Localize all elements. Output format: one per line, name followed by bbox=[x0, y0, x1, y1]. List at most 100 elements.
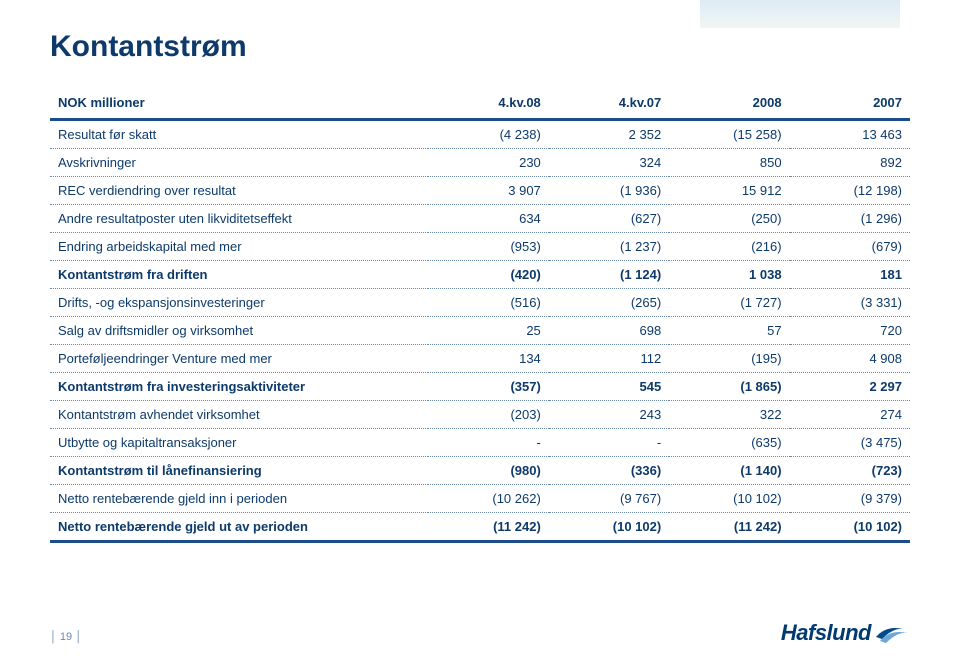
cell-value: (10 262) bbox=[428, 485, 548, 513]
table-row: Kontantstrøm avhendet virksomhet(203)243… bbox=[50, 401, 910, 429]
table-row: REC verdiendring over resultat3 907(1 93… bbox=[50, 177, 910, 205]
cell-value: (203) bbox=[428, 401, 548, 429]
cell-value: (9 379) bbox=[790, 485, 910, 513]
cell-value: (1 865) bbox=[669, 373, 789, 401]
cell-value: 112 bbox=[549, 345, 669, 373]
cell-value: (1 140) bbox=[669, 457, 789, 485]
table-row: Resultat før skatt(4 238)2 352(15 258)13… bbox=[50, 120, 910, 149]
cell-value: 2 297 bbox=[790, 373, 910, 401]
cell-value: (953) bbox=[428, 233, 548, 261]
slide: Kontantstrøm NOK millioner 4.kv.08 4.kv.… bbox=[0, 0, 960, 661]
cell-value: (10 102) bbox=[790, 513, 910, 542]
cell-value: (336) bbox=[549, 457, 669, 485]
table-row: Avskrivninger230324850892 bbox=[50, 149, 910, 177]
cell-value: (12 198) bbox=[790, 177, 910, 205]
cell-label: REC verdiendring over resultat bbox=[50, 177, 428, 205]
table-row: Andre resultatposter uten likviditetseff… bbox=[50, 205, 910, 233]
col-header-2008: 2008 bbox=[669, 89, 789, 120]
cell-value: 324 bbox=[549, 149, 669, 177]
cell-label: Endring arbeidskapital med mer bbox=[50, 233, 428, 261]
cell-value: (11 242) bbox=[669, 513, 789, 542]
cell-label: Resultat før skatt bbox=[50, 120, 428, 149]
cell-label: Kontantstrøm fra driften bbox=[50, 261, 428, 289]
cell-value: 230 bbox=[428, 149, 548, 177]
cell-value: 134 bbox=[428, 345, 548, 373]
cell-value: (9 767) bbox=[549, 485, 669, 513]
cell-value: (516) bbox=[428, 289, 548, 317]
cell-value: (15 258) bbox=[669, 120, 789, 149]
cell-label: Utbytte og kapitaltransaksjoner bbox=[50, 429, 428, 457]
cell-value: 322 bbox=[669, 401, 789, 429]
table-row: Salg av driftsmidler og virksomhet256985… bbox=[50, 317, 910, 345]
cell-value: 274 bbox=[790, 401, 910, 429]
page-title: Kontantstrøm bbox=[50, 30, 910, 64]
table-row: Drifts, -og ekspansjonsinvesteringer(516… bbox=[50, 289, 910, 317]
cell-label: Netto rentebærende gjeld inn i perioden bbox=[50, 485, 428, 513]
cell-value: - bbox=[549, 429, 669, 457]
table-row: Kontantstrøm fra driften(420)(1 124)1 03… bbox=[50, 261, 910, 289]
cashflow-table: NOK millioner 4.kv.08 4.kv.07 2008 2007 … bbox=[50, 89, 910, 543]
cell-value: 892 bbox=[790, 149, 910, 177]
cell-label: Kontantstrøm til lånefinansiering bbox=[50, 457, 428, 485]
cell-value: (635) bbox=[669, 429, 789, 457]
cell-value: 25 bbox=[428, 317, 548, 345]
table-row: Endring arbeidskapital med mer(953)(1 23… bbox=[50, 233, 910, 261]
cell-value: 634 bbox=[428, 205, 548, 233]
cell-value: (723) bbox=[790, 457, 910, 485]
cell-value: 3 907 bbox=[428, 177, 548, 205]
cell-value: (420) bbox=[428, 261, 548, 289]
logo: Hafslund bbox=[781, 620, 910, 646]
cell-value: (4 238) bbox=[428, 120, 548, 149]
cell-value: (250) bbox=[669, 205, 789, 233]
col-header-label: NOK millioner bbox=[50, 89, 428, 120]
cell-label: Porteføljeendringer Venture med mer bbox=[50, 345, 428, 373]
logo-swoosh-icon bbox=[874, 621, 910, 645]
cell-value: (1 124) bbox=[549, 261, 669, 289]
logo-text: Hafslund bbox=[781, 620, 871, 646]
cell-value: 850 bbox=[669, 149, 789, 177]
table-header-row: NOK millioner 4.kv.08 4.kv.07 2008 2007 bbox=[50, 89, 910, 120]
cell-value: (195) bbox=[669, 345, 789, 373]
col-header-2007: 2007 bbox=[790, 89, 910, 120]
cell-value: (1 237) bbox=[549, 233, 669, 261]
cell-label: Andre resultatposter uten likviditetseff… bbox=[50, 205, 428, 233]
table-row: Netto rentebærende gjeld inn i perioden(… bbox=[50, 485, 910, 513]
cell-value: (11 242) bbox=[428, 513, 548, 542]
cell-value: (216) bbox=[669, 233, 789, 261]
cell-value: 13 463 bbox=[790, 120, 910, 149]
cell-value: (357) bbox=[428, 373, 548, 401]
cell-value: (1 296) bbox=[790, 205, 910, 233]
cell-value: 15 912 bbox=[669, 177, 789, 205]
cell-value: (679) bbox=[790, 233, 910, 261]
header-image bbox=[700, 0, 900, 28]
cell-value: (10 102) bbox=[669, 485, 789, 513]
table-row: Kontantstrøm til lånefinansiering(980)(3… bbox=[50, 457, 910, 485]
table-row: Porteføljeendringer Venture med mer13411… bbox=[50, 345, 910, 373]
cell-value: (1 727) bbox=[669, 289, 789, 317]
cell-label: Drifts, -og ekspansjonsinvesteringer bbox=[50, 289, 428, 317]
table-body: Resultat før skatt(4 238)2 352(15 258)13… bbox=[50, 120, 910, 542]
table-row: Utbytte og kapitaltransaksjoner--(635)(3… bbox=[50, 429, 910, 457]
cell-value: - bbox=[428, 429, 548, 457]
cell-value: (980) bbox=[428, 457, 548, 485]
cell-label: Salg av driftsmidler og virksomhet bbox=[50, 317, 428, 345]
cell-value: 4 908 bbox=[790, 345, 910, 373]
table-row: Kontantstrøm fra investeringsaktiviteter… bbox=[50, 373, 910, 401]
cell-value: 57 bbox=[669, 317, 789, 345]
cell-value: (265) bbox=[549, 289, 669, 317]
cell-value: (10 102) bbox=[549, 513, 669, 542]
col-header-q407: 4.kv.07 bbox=[549, 89, 669, 120]
cell-value: 243 bbox=[549, 401, 669, 429]
cell-value: (3 475) bbox=[790, 429, 910, 457]
cell-value: 720 bbox=[790, 317, 910, 345]
cell-value: (3 331) bbox=[790, 289, 910, 317]
cell-label: Kontantstrøm avhendet virksomhet bbox=[50, 401, 428, 429]
cell-value: (1 936) bbox=[549, 177, 669, 205]
cell-label: Avskrivninger bbox=[50, 149, 428, 177]
cell-value: 698 bbox=[549, 317, 669, 345]
cell-value: (627) bbox=[549, 205, 669, 233]
page-number: │ 19 │ bbox=[50, 631, 82, 643]
cell-label: Netto rentebærende gjeld ut av perioden bbox=[50, 513, 428, 542]
col-header-q408: 4.kv.08 bbox=[428, 89, 548, 120]
cell-label: Kontantstrøm fra investeringsaktiviteter bbox=[50, 373, 428, 401]
